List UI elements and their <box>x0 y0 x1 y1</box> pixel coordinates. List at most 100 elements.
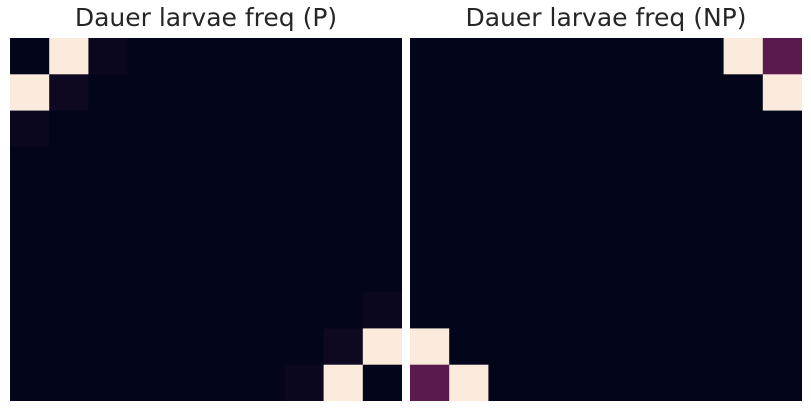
heatmap-cell <box>88 110 129 148</box>
heatmap-cell <box>127 110 168 148</box>
heatmap-cell <box>762 328 802 366</box>
heatmap-cell <box>88 74 129 112</box>
heatmap-cell <box>284 328 325 366</box>
heatmap-cell <box>88 183 129 221</box>
heatmap-cell <box>166 255 207 293</box>
heatmap-cell <box>449 292 489 329</box>
heatmap-cell <box>127 74 168 112</box>
heatmap-cell <box>684 183 725 221</box>
heatmap-cell <box>645 183 685 221</box>
heatmap-cell <box>762 183 802 221</box>
heatmap-cell <box>606 38 646 75</box>
heatmap-cell <box>323 364 364 401</box>
heatmap-cell <box>410 292 450 329</box>
heatmap-cell <box>88 146 129 184</box>
heatmap-cell <box>645 255 685 293</box>
heatmap-cell <box>566 328 607 366</box>
heatmap-cell <box>488 328 529 366</box>
heatmap-p <box>10 38 402 401</box>
heatmap-cell <box>206 364 246 401</box>
heatmap-cell <box>723 364 764 401</box>
heatmap-cell <box>645 146 685 184</box>
heatmap-cell <box>206 183 246 221</box>
heatmap-cell <box>684 74 725 112</box>
heatmap-cell <box>410 364 450 401</box>
heatmap-cell <box>10 38 50 75</box>
heatmap-cell <box>362 255 402 293</box>
heatmap-cell <box>410 74 450 112</box>
heatmap-cell <box>49 255 89 293</box>
heatmap-cell <box>166 219 207 257</box>
heatmap-cell <box>362 183 402 221</box>
heatmap-cell <box>449 219 489 257</box>
heatmap-cell <box>166 292 207 329</box>
heatmap-cell <box>10 292 50 329</box>
heatmap-cell <box>362 38 402 75</box>
heatmap-cell <box>410 255 450 293</box>
heatmap-cell <box>684 328 725 366</box>
heatmap-cell <box>645 38 685 75</box>
heatmap-cell <box>488 364 529 401</box>
heatmap-cell <box>527 292 568 329</box>
heatmap-cell <box>88 255 129 293</box>
heatmap-cell <box>245 219 285 257</box>
heatmap-cell <box>488 255 529 293</box>
heatmap-cell <box>284 255 325 293</box>
heatmap-cell <box>684 38 725 75</box>
heatmap-cell <box>284 146 325 184</box>
heatmap-cell <box>206 255 246 293</box>
heatmap-cell <box>206 328 246 366</box>
heatmap-cell <box>245 328 285 366</box>
heatmap-cell <box>127 38 168 75</box>
heatmap-cell <box>127 328 168 366</box>
heatmap-cell <box>362 219 402 257</box>
heatmap-cell <box>127 146 168 184</box>
heatmap-cell <box>323 292 364 329</box>
heatmap-cell <box>284 110 325 148</box>
heatmap-cell <box>645 110 685 148</box>
heatmap-cell <box>206 110 246 148</box>
heatmap-cell <box>49 110 89 148</box>
heatmap-cell <box>206 74 246 112</box>
heatmap-cell <box>245 38 285 75</box>
heatmap-cell <box>245 146 285 184</box>
heatmap-cell <box>684 146 725 184</box>
heatmap-cell <box>527 74 568 112</box>
heatmap-cell <box>284 183 325 221</box>
heatmap-cell <box>527 219 568 257</box>
heatmap-cell <box>566 183 607 221</box>
heatmap-cell <box>762 110 802 148</box>
heatmap-cell <box>449 364 489 401</box>
heatmap-cell <box>488 38 529 75</box>
heatmap-cell <box>762 292 802 329</box>
heatmap-cell <box>684 110 725 148</box>
heatmap-cell <box>723 328 764 366</box>
heatmap-cell <box>245 292 285 329</box>
heatmap-cell <box>88 219 129 257</box>
heatmap-cell <box>566 255 607 293</box>
heatmap-cell <box>127 292 168 329</box>
heatmap-cell <box>49 219 89 257</box>
heatmap-cell <box>88 328 129 366</box>
heatmap-cell <box>645 219 685 257</box>
heatmap-cell <box>410 183 450 221</box>
heatmap-cell <box>762 219 802 257</box>
heatmap-cell <box>566 219 607 257</box>
heatmap-cell <box>566 38 607 75</box>
heatmap-cell <box>684 219 725 257</box>
heatmap-cell <box>166 38 207 75</box>
heatmap-cell <box>566 110 607 148</box>
heatmap-cell <box>206 292 246 329</box>
heatmap-cell <box>449 328 489 366</box>
heatmap-cell <box>645 74 685 112</box>
heatmap-np <box>410 38 802 401</box>
heatmap-cell <box>88 38 129 75</box>
heatmap-cell <box>606 110 646 148</box>
heatmap-cell <box>323 110 364 148</box>
heatmap-cell <box>488 219 529 257</box>
heatmap-cell <box>10 364 50 401</box>
heatmap-cell <box>245 110 285 148</box>
heatmap-cell <box>488 146 529 184</box>
heatmap-cell <box>684 292 725 329</box>
heatmap-cell <box>10 219 50 257</box>
